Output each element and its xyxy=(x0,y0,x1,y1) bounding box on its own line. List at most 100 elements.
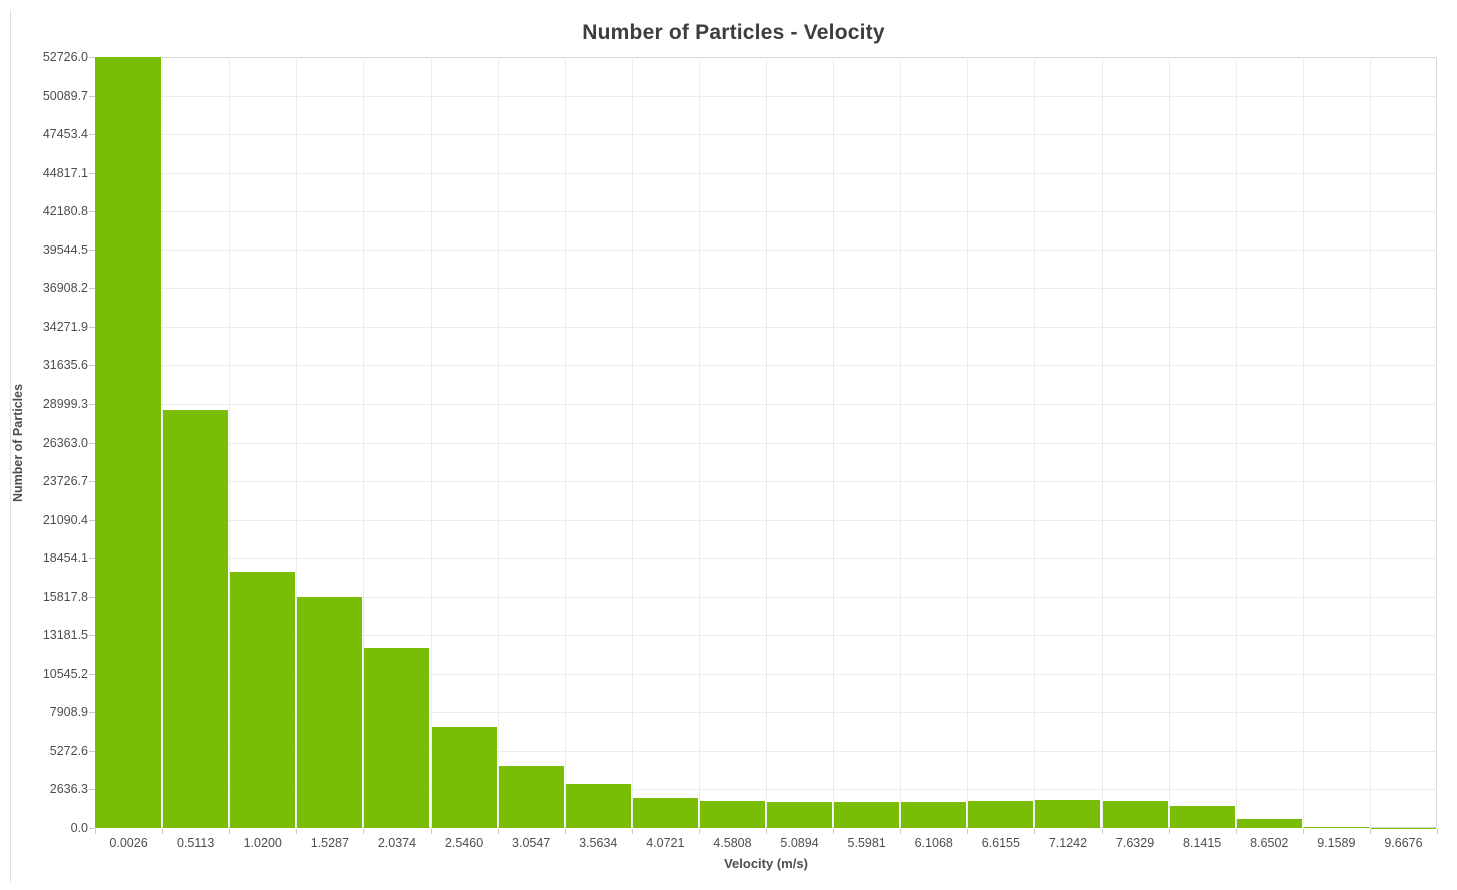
histogram-bar[interactable] xyxy=(163,410,229,828)
y-axis-tick-label: 13181.5 xyxy=(42,628,88,643)
histogram-bar[interactable] xyxy=(1102,800,1168,828)
histogram-bar[interactable] xyxy=(498,765,564,828)
panel-left-border xyxy=(10,10,11,882)
histogram-bar[interactable] xyxy=(364,648,430,828)
y-axis-tick-mark xyxy=(89,211,95,213)
x-axis-tick-mark xyxy=(162,829,164,834)
vertical-gridline xyxy=(1302,57,1304,828)
x-axis-tick-label: 5.0894 xyxy=(780,836,819,850)
histogram-bar[interactable] xyxy=(1169,806,1235,828)
x-axis-tick-mark xyxy=(833,829,835,834)
y-axis-tick-mark xyxy=(89,481,95,483)
y-axis-tick-mark xyxy=(89,249,95,251)
x-axis-tick-label: 4.5808 xyxy=(713,836,752,850)
vertical-gridline xyxy=(363,57,365,828)
y-axis-tick-mark xyxy=(89,442,95,444)
histogram-bar[interactable] xyxy=(1035,800,1101,828)
x-axis-tick-mark xyxy=(698,829,700,834)
histogram-bar[interactable] xyxy=(95,57,162,828)
y-axis-tick-label: 23726.7 xyxy=(42,474,88,489)
histogram-bar[interactable] xyxy=(834,802,900,828)
x-axis-tick-mark xyxy=(229,829,231,834)
y-axis-tick-mark xyxy=(89,326,95,328)
y-axis-tick-mark xyxy=(89,288,95,290)
x-axis-tick-label: 9.1589 xyxy=(1317,836,1356,850)
histogram-bar[interactable] xyxy=(699,801,765,828)
vertical-gridline xyxy=(1369,57,1371,828)
y-axis-tick-mark xyxy=(89,172,95,174)
histogram-bar[interactable] xyxy=(230,571,296,828)
plot-area xyxy=(95,57,1437,828)
histogram-bar[interactable] xyxy=(1236,819,1302,828)
x-axis-tick-mark xyxy=(1302,829,1304,834)
histogram-bar[interactable] xyxy=(901,802,967,828)
vertical-gridline xyxy=(497,57,499,828)
vertical-gridline xyxy=(1235,57,1237,828)
y-axis-tick-mark xyxy=(89,712,95,714)
vertical-gridline xyxy=(229,57,231,828)
histogram-bar[interactable] xyxy=(968,801,1034,828)
x-axis-tick-mark xyxy=(631,829,633,834)
vertical-gridline xyxy=(162,57,164,828)
histogram-bar[interactable] xyxy=(1303,826,1369,828)
x-axis-title: Velocity (m/s) xyxy=(724,856,808,871)
x-axis-tick-mark xyxy=(430,829,432,834)
y-axis-tick-mark xyxy=(89,134,95,136)
x-axis-tick-label: 1.0200 xyxy=(243,836,282,850)
x-axis-tick-label: 0.5113 xyxy=(176,836,215,850)
histogram-bar[interactable] xyxy=(632,797,698,828)
y-axis-tick-mark xyxy=(89,519,95,521)
vertical-gridline xyxy=(296,57,298,828)
histogram-bar[interactable] xyxy=(767,802,833,828)
x-axis-tick-label: 0.0026 xyxy=(109,836,148,850)
x-axis-tick-mark xyxy=(95,829,96,834)
x-axis-tick-mark xyxy=(1369,829,1371,834)
y-axis-tick-label: 18454.1 xyxy=(42,551,88,566)
y-axis-tick-label: 15817.8 xyxy=(42,589,88,604)
x-axis-tick-label: 9.6676 xyxy=(1384,836,1423,850)
y-axis-tick-mark xyxy=(89,635,95,637)
vertical-gridline xyxy=(1034,57,1036,828)
vertical-gridline xyxy=(430,57,432,828)
x-axis-tick-mark xyxy=(296,829,298,834)
x-axis-tick-label: 2.0374 xyxy=(377,836,417,850)
histogram-bar[interactable] xyxy=(431,727,497,828)
histogram-bar[interactable] xyxy=(297,596,363,828)
x-axis-tick-label: 2.5460 xyxy=(444,836,484,850)
y-axis-tick-label: 44817.1 xyxy=(42,165,88,180)
vertical-gridline xyxy=(766,57,767,828)
y-axis-tick-label: 2636.3 xyxy=(49,782,88,797)
y-axis-tick-label: 28999.3 xyxy=(42,396,88,411)
x-axis-tick-label: 1.5287 xyxy=(310,836,349,850)
x-axis-tick-label: 3.0547 xyxy=(512,836,551,850)
histogram-bar[interactable] xyxy=(565,784,631,828)
x-axis-tick-mark xyxy=(900,829,902,834)
y-axis-tick-label: 31635.6 xyxy=(42,358,88,373)
y-axis-tick-mark xyxy=(89,673,95,675)
x-axis-tick-mark xyxy=(1168,829,1170,834)
x-axis-tick-mark xyxy=(497,829,499,834)
x-axis-tick-label: 7.1242 xyxy=(1048,836,1088,850)
vertical-gridline xyxy=(900,57,902,828)
vertical-gridline xyxy=(631,57,633,828)
x-axis-tick-label: 6.6155 xyxy=(981,836,1020,850)
y-axis-tick-label: 21090.4 xyxy=(42,512,88,527)
x-axis-tick-mark xyxy=(1034,829,1036,834)
y-axis-tick-label: 5272.6 xyxy=(49,743,88,758)
vertical-gridline xyxy=(698,57,700,828)
x-axis-tick-mark xyxy=(1437,829,1438,834)
x-axis-tick-mark xyxy=(564,829,566,834)
chart-title: Number of Particles - Velocity xyxy=(582,21,885,44)
x-axis-tick-label: 8.6502 xyxy=(1250,836,1289,850)
y-axis-tick-label: 42180.8 xyxy=(42,204,88,219)
y-axis-tick-label: 50089.7 xyxy=(42,88,88,103)
x-axis-tick-label: 3.5634 xyxy=(579,836,618,850)
vertical-gridline xyxy=(1101,57,1103,828)
y-axis-tick-label: 52726.0 xyxy=(42,50,88,64)
y-axis-tick-mark xyxy=(89,365,95,367)
x-axis-tick-mark xyxy=(363,829,365,834)
vertical-gridline xyxy=(1168,57,1170,828)
x-axis-tick-label: 7.6329 xyxy=(1115,836,1155,850)
